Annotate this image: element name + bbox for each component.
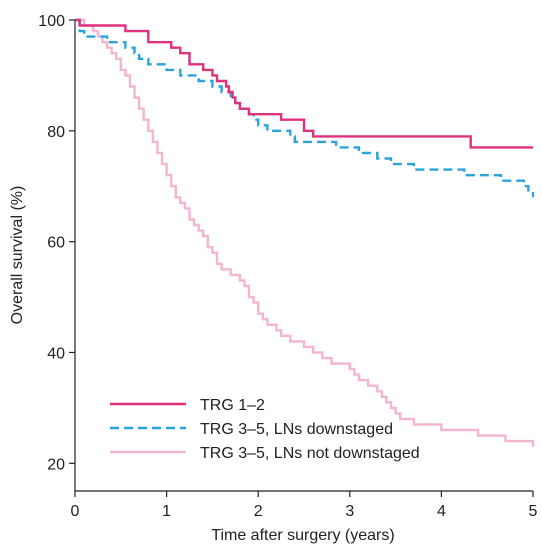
y-tick-label: 40: [47, 345, 65, 362]
x-tick-label: 5: [529, 503, 538, 520]
y-tick-label: 60: [47, 235, 65, 252]
y-tick-label: 100: [38, 13, 65, 30]
x-tick-label: 3: [345, 503, 354, 520]
y-tick-label: 20: [47, 456, 65, 473]
legend-label-2: TRG 3–5, LNs not downstaged: [200, 445, 420, 462]
y-axis-label: Overall survival (%): [9, 186, 26, 325]
legend: TRG 1–2 TRG 3–5, LNs downstaged TRG 3–5, L…: [110, 397, 420, 462]
x-tick-label: 0: [71, 503, 80, 520]
x-tick-label: 4: [437, 503, 446, 520]
series-line-0: [75, 18, 533, 149]
x-axis-label: Time after surgery (years): [211, 527, 394, 544]
x-tick-label: 2: [254, 503, 263, 520]
series-line-1: [75, 18, 535, 198]
y-tick-label: 80: [47, 124, 65, 141]
legend-label-0: TRG 1–2: [200, 397, 265, 414]
x-tick-label: 1: [162, 503, 171, 520]
legend-label-1: TRG 3–5, LNs downstaged: [200, 421, 393, 438]
series-line-2: [75, 18, 535, 447]
